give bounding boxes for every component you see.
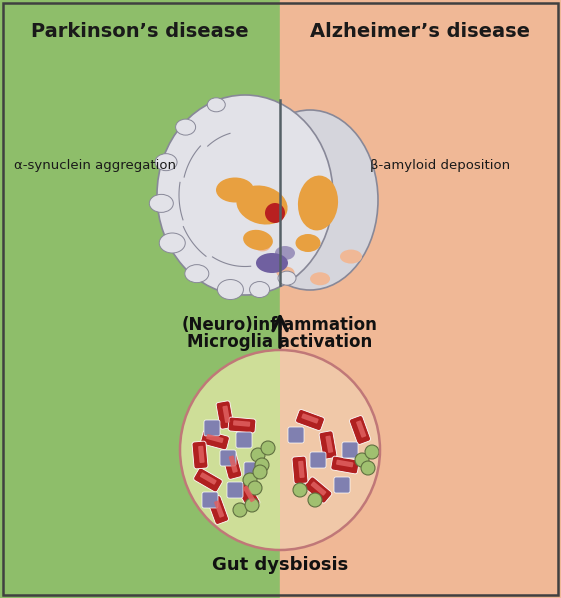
Ellipse shape bbox=[176, 119, 196, 135]
Text: Parkinson’s disease: Parkinson’s disease bbox=[31, 22, 249, 41]
Text: β-amyloid deposition: β-amyloid deposition bbox=[370, 158, 510, 172]
FancyBboxPatch shape bbox=[236, 481, 260, 509]
Ellipse shape bbox=[250, 282, 270, 298]
FancyBboxPatch shape bbox=[311, 481, 327, 496]
FancyBboxPatch shape bbox=[233, 420, 250, 427]
FancyBboxPatch shape bbox=[194, 468, 222, 492]
Circle shape bbox=[255, 458, 269, 472]
Ellipse shape bbox=[155, 154, 177, 170]
Ellipse shape bbox=[185, 265, 209, 283]
Ellipse shape bbox=[275, 246, 295, 260]
Ellipse shape bbox=[218, 279, 243, 300]
Ellipse shape bbox=[159, 233, 185, 253]
FancyBboxPatch shape bbox=[198, 446, 205, 463]
Circle shape bbox=[308, 493, 322, 507]
Text: Gut dysbiosis: Gut dysbiosis bbox=[212, 556, 348, 574]
FancyBboxPatch shape bbox=[356, 420, 366, 438]
FancyBboxPatch shape bbox=[350, 416, 371, 444]
FancyBboxPatch shape bbox=[201, 430, 229, 450]
Circle shape bbox=[233, 503, 247, 517]
FancyBboxPatch shape bbox=[206, 434, 224, 443]
FancyBboxPatch shape bbox=[202, 492, 218, 508]
FancyBboxPatch shape bbox=[192, 441, 208, 469]
Bar bbox=[280, 0, 561, 598]
Circle shape bbox=[248, 481, 262, 495]
FancyBboxPatch shape bbox=[288, 427, 304, 443]
FancyBboxPatch shape bbox=[228, 417, 256, 433]
Wedge shape bbox=[280, 350, 380, 550]
FancyBboxPatch shape bbox=[222, 451, 242, 480]
FancyBboxPatch shape bbox=[310, 452, 326, 468]
FancyBboxPatch shape bbox=[220, 450, 236, 466]
Circle shape bbox=[261, 441, 275, 455]
Ellipse shape bbox=[236, 185, 288, 224]
FancyBboxPatch shape bbox=[216, 401, 234, 429]
FancyBboxPatch shape bbox=[336, 460, 353, 468]
FancyBboxPatch shape bbox=[214, 501, 224, 518]
FancyBboxPatch shape bbox=[227, 482, 243, 498]
Circle shape bbox=[365, 445, 379, 459]
Circle shape bbox=[361, 461, 375, 475]
Circle shape bbox=[265, 203, 285, 223]
FancyBboxPatch shape bbox=[331, 456, 359, 474]
Ellipse shape bbox=[277, 267, 295, 279]
Ellipse shape bbox=[242, 110, 378, 290]
Text: α-synuclein aggregation: α-synuclein aggregation bbox=[14, 158, 176, 172]
Ellipse shape bbox=[296, 234, 320, 252]
FancyBboxPatch shape bbox=[223, 405, 230, 423]
FancyBboxPatch shape bbox=[236, 432, 252, 448]
Circle shape bbox=[243, 473, 257, 487]
Ellipse shape bbox=[243, 230, 273, 250]
FancyBboxPatch shape bbox=[304, 477, 332, 503]
FancyBboxPatch shape bbox=[296, 410, 324, 431]
Text: (Neuro)inflammation: (Neuro)inflammation bbox=[182, 316, 378, 334]
FancyBboxPatch shape bbox=[334, 477, 350, 493]
Text: Microglia activation: Microglia activation bbox=[187, 333, 373, 351]
FancyBboxPatch shape bbox=[342, 442, 358, 458]
FancyBboxPatch shape bbox=[325, 435, 333, 453]
FancyBboxPatch shape bbox=[200, 472, 217, 484]
Ellipse shape bbox=[310, 272, 330, 285]
Bar bbox=[0, 0, 280, 598]
FancyBboxPatch shape bbox=[243, 486, 255, 502]
FancyBboxPatch shape bbox=[208, 496, 228, 524]
Ellipse shape bbox=[207, 98, 226, 112]
FancyBboxPatch shape bbox=[204, 420, 220, 436]
FancyBboxPatch shape bbox=[229, 456, 238, 473]
Text: Alzheimer’s disease: Alzheimer’s disease bbox=[310, 22, 530, 41]
Circle shape bbox=[293, 483, 307, 497]
FancyBboxPatch shape bbox=[301, 413, 319, 423]
FancyBboxPatch shape bbox=[319, 431, 337, 459]
FancyBboxPatch shape bbox=[298, 461, 305, 478]
FancyBboxPatch shape bbox=[292, 456, 308, 484]
Ellipse shape bbox=[149, 194, 173, 212]
Ellipse shape bbox=[216, 178, 254, 203]
Circle shape bbox=[355, 453, 369, 467]
Ellipse shape bbox=[255, 240, 270, 251]
Circle shape bbox=[253, 465, 267, 479]
Ellipse shape bbox=[278, 271, 296, 285]
Ellipse shape bbox=[298, 176, 338, 230]
Circle shape bbox=[245, 498, 259, 512]
FancyBboxPatch shape bbox=[244, 462, 260, 478]
Wedge shape bbox=[180, 350, 280, 550]
Circle shape bbox=[251, 448, 265, 462]
Ellipse shape bbox=[157, 95, 333, 295]
Ellipse shape bbox=[256, 253, 288, 273]
Ellipse shape bbox=[340, 249, 362, 264]
